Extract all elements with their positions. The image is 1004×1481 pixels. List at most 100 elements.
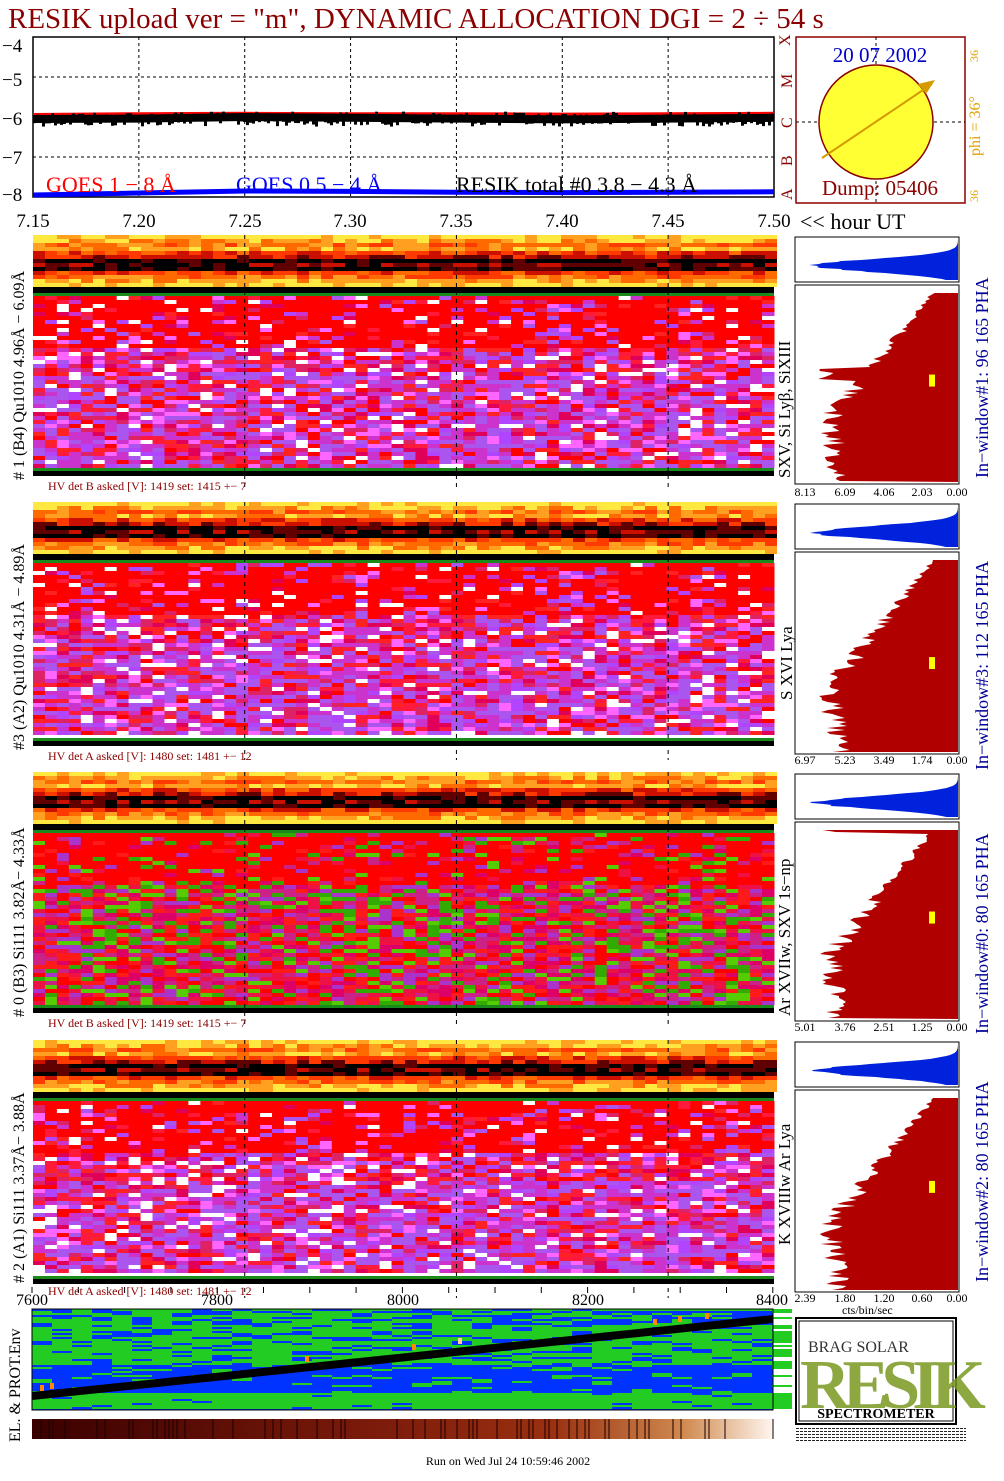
heatmap-top-cell (177, 538, 189, 542)
heatmap-top-cell (249, 538, 261, 542)
heatmap-cell (33, 571, 45, 575)
heatmap-cell (499, 304, 511, 308)
heatmap-cell (523, 372, 535, 376)
heatmap-cell (105, 611, 117, 615)
heatmap-cell (141, 308, 153, 312)
heatmap-cell (212, 324, 224, 328)
heatmap-top-cell (513, 271, 525, 275)
heatmap-top-cell (429, 506, 441, 510)
heatmap-cell (738, 368, 750, 372)
heatmap-cell (57, 595, 69, 599)
resik-noise-mark (357, 115, 360, 120)
heatmap-cell (260, 460, 272, 464)
heatmap-cell (212, 300, 224, 304)
heatmap-cell (164, 340, 176, 344)
heatmap-cell (499, 448, 511, 452)
heatmap-cell (463, 460, 475, 464)
heatmap-top-cell (501, 510, 513, 514)
heatmap-cell (45, 452, 57, 456)
heatmap-cell (690, 452, 702, 456)
heatmap-cell (738, 380, 750, 384)
heatmap-cell (188, 416, 200, 420)
heatmap-cell (332, 420, 344, 424)
heatmap-cell (499, 432, 511, 436)
heatmap-cell (619, 444, 631, 448)
heatmap-cell (164, 372, 176, 376)
heatmap-cell (141, 571, 153, 575)
heatmap-top-cell (429, 251, 441, 255)
heatmap-top-cell (333, 235, 345, 239)
heatmap-cell (702, 344, 714, 348)
heatmap-cell (750, 348, 762, 352)
heatmap-top-cell (429, 267, 441, 271)
heatmap-cell (451, 384, 463, 388)
heatmap-cell (535, 356, 547, 360)
heatmap-cell (547, 372, 559, 376)
heatmap-cell (141, 587, 153, 591)
heatmap-cell (690, 460, 702, 464)
heatmap-top-cell (597, 263, 609, 267)
heatmap-cell (690, 340, 702, 344)
heatmap-top-cell (321, 546, 333, 550)
heatmap-cell (45, 631, 57, 635)
heatmap-cell (45, 719, 57, 723)
heatmap-cell (643, 464, 655, 468)
heatmap-cell (45, 364, 57, 368)
heatmap-cell (212, 356, 224, 360)
heatmap-cell (93, 400, 105, 404)
heatmap-top-cell (285, 514, 297, 518)
heatmap-cell (595, 304, 607, 308)
heatmap-top-cell (273, 259, 285, 263)
heatmap-top-cell (213, 259, 225, 263)
heatmap-top-cell (477, 263, 489, 267)
resik-noise-mark (195, 115, 198, 120)
heatmap-cell (200, 436, 212, 440)
heatmap-top-cell (549, 522, 561, 526)
heatmap-top-cell (645, 530, 657, 534)
heatmap-cell (643, 440, 655, 444)
heatmap-cell (439, 360, 451, 364)
heatmap-top-cell (633, 518, 645, 522)
heatmap-top-cell (405, 251, 417, 255)
heatmap-cell (368, 360, 380, 364)
heatmap-top-cell (645, 534, 657, 538)
heatmap-cell (451, 300, 463, 304)
heatmap-cell (380, 376, 392, 380)
heatmap-cell (236, 392, 248, 396)
heatmap-cell (105, 615, 117, 619)
heatmap-cell (690, 312, 702, 316)
heatmap-top-cell (189, 279, 201, 283)
heatmap-cell (595, 404, 607, 408)
heatmap-cell (129, 412, 141, 416)
heatmap-top-cell (81, 530, 93, 534)
heatmap-cell (690, 344, 702, 348)
heatmap-cell (45, 316, 57, 320)
heatmap-top-cell (285, 522, 297, 526)
heatmap-cell (272, 348, 284, 352)
heatmap-cell (188, 412, 200, 416)
heatmap-cell (595, 384, 607, 388)
heatmap-cell (523, 464, 535, 468)
heatmap-cell (451, 308, 463, 312)
heatmap-cell (33, 719, 45, 723)
heatmap-cell (81, 615, 93, 619)
heatmap-top-cell (45, 275, 57, 279)
heatmap-cell (619, 336, 631, 340)
heatmap-cell (33, 591, 45, 595)
resik-noise-mark (765, 117, 768, 122)
heatmap-cell (33, 675, 45, 679)
heatmap-cell (332, 324, 344, 328)
heatmap-cell (176, 428, 188, 432)
heatmap-cell (380, 368, 392, 372)
heatmap-cell (57, 691, 69, 695)
heatmap-cell (212, 372, 224, 376)
heatmap-top-cell (81, 243, 93, 247)
heatmap-cell (69, 448, 81, 452)
heatmap-cell (93, 579, 105, 583)
heatmap-cell (176, 408, 188, 412)
heatmap-cell (57, 344, 69, 348)
heatmap-cell (248, 324, 260, 328)
heatmap-cell (93, 683, 105, 687)
heatmap-cell (236, 352, 248, 356)
heatmap-top-cell (369, 279, 381, 283)
